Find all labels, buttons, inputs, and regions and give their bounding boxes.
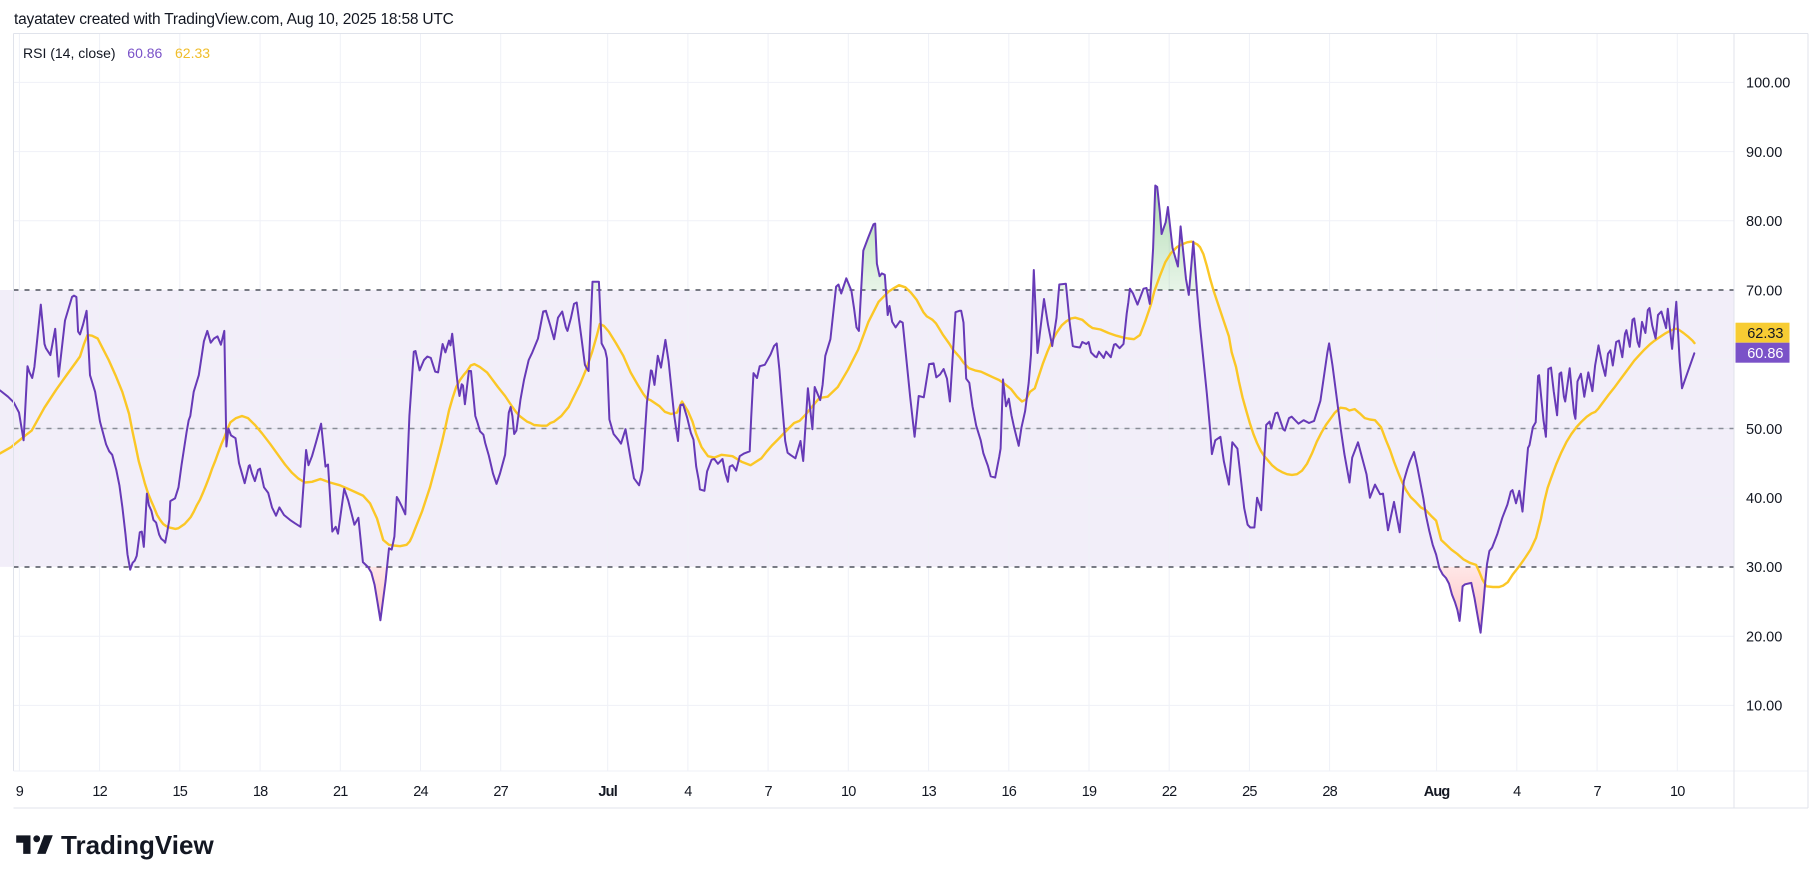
svg-text:90.00: 90.00 bbox=[1746, 145, 1782, 161]
svg-text:27: 27 bbox=[493, 784, 508, 800]
svg-text:50.00: 50.00 bbox=[1746, 422, 1782, 438]
svg-text:12: 12 bbox=[92, 784, 107, 800]
svg-text:19: 19 bbox=[1082, 784, 1097, 800]
svg-text:7: 7 bbox=[1593, 784, 1601, 800]
svg-text:16: 16 bbox=[1002, 784, 1017, 800]
svg-text:21: 21 bbox=[333, 784, 348, 800]
svg-text:20.00: 20.00 bbox=[1746, 630, 1782, 646]
svg-text:24: 24 bbox=[413, 784, 428, 800]
svg-text:10: 10 bbox=[1670, 784, 1685, 800]
svg-text:tayatatev created with Trading: tayatatev created with TradingView.com, … bbox=[14, 11, 454, 28]
svg-text:80.00: 80.00 bbox=[1746, 214, 1782, 230]
svg-text:62.33: 62.33 bbox=[175, 45, 210, 61]
svg-text:25: 25 bbox=[1242, 784, 1257, 800]
svg-text:100.00: 100.00 bbox=[1746, 76, 1790, 92]
svg-text:4: 4 bbox=[1513, 784, 1521, 800]
svg-text:9: 9 bbox=[16, 784, 24, 800]
svg-text:10: 10 bbox=[841, 784, 856, 800]
svg-text:7: 7 bbox=[764, 784, 772, 800]
svg-text:Aug: Aug bbox=[1424, 784, 1450, 800]
svg-text:40.00: 40.00 bbox=[1746, 491, 1782, 507]
svg-text:Jul: Jul bbox=[598, 784, 617, 800]
svg-text:4: 4 bbox=[684, 784, 692, 800]
svg-text:60.86: 60.86 bbox=[1747, 346, 1783, 362]
svg-text:RSI (14, close): RSI (14, close) bbox=[23, 45, 116, 61]
svg-text:30.00: 30.00 bbox=[1746, 560, 1782, 576]
svg-text:70.00: 70.00 bbox=[1746, 283, 1782, 299]
svg-text:18: 18 bbox=[253, 784, 268, 800]
svg-text:10.00: 10.00 bbox=[1746, 699, 1782, 715]
svg-text:13: 13 bbox=[921, 784, 936, 800]
svg-text:62.33: 62.33 bbox=[1747, 326, 1783, 342]
svg-text:60.86: 60.86 bbox=[127, 45, 162, 61]
svg-text:28: 28 bbox=[1322, 784, 1337, 800]
svg-text:TradingView: TradingView bbox=[61, 830, 214, 860]
svg-text:22: 22 bbox=[1162, 784, 1177, 800]
svg-text:15: 15 bbox=[173, 784, 188, 800]
